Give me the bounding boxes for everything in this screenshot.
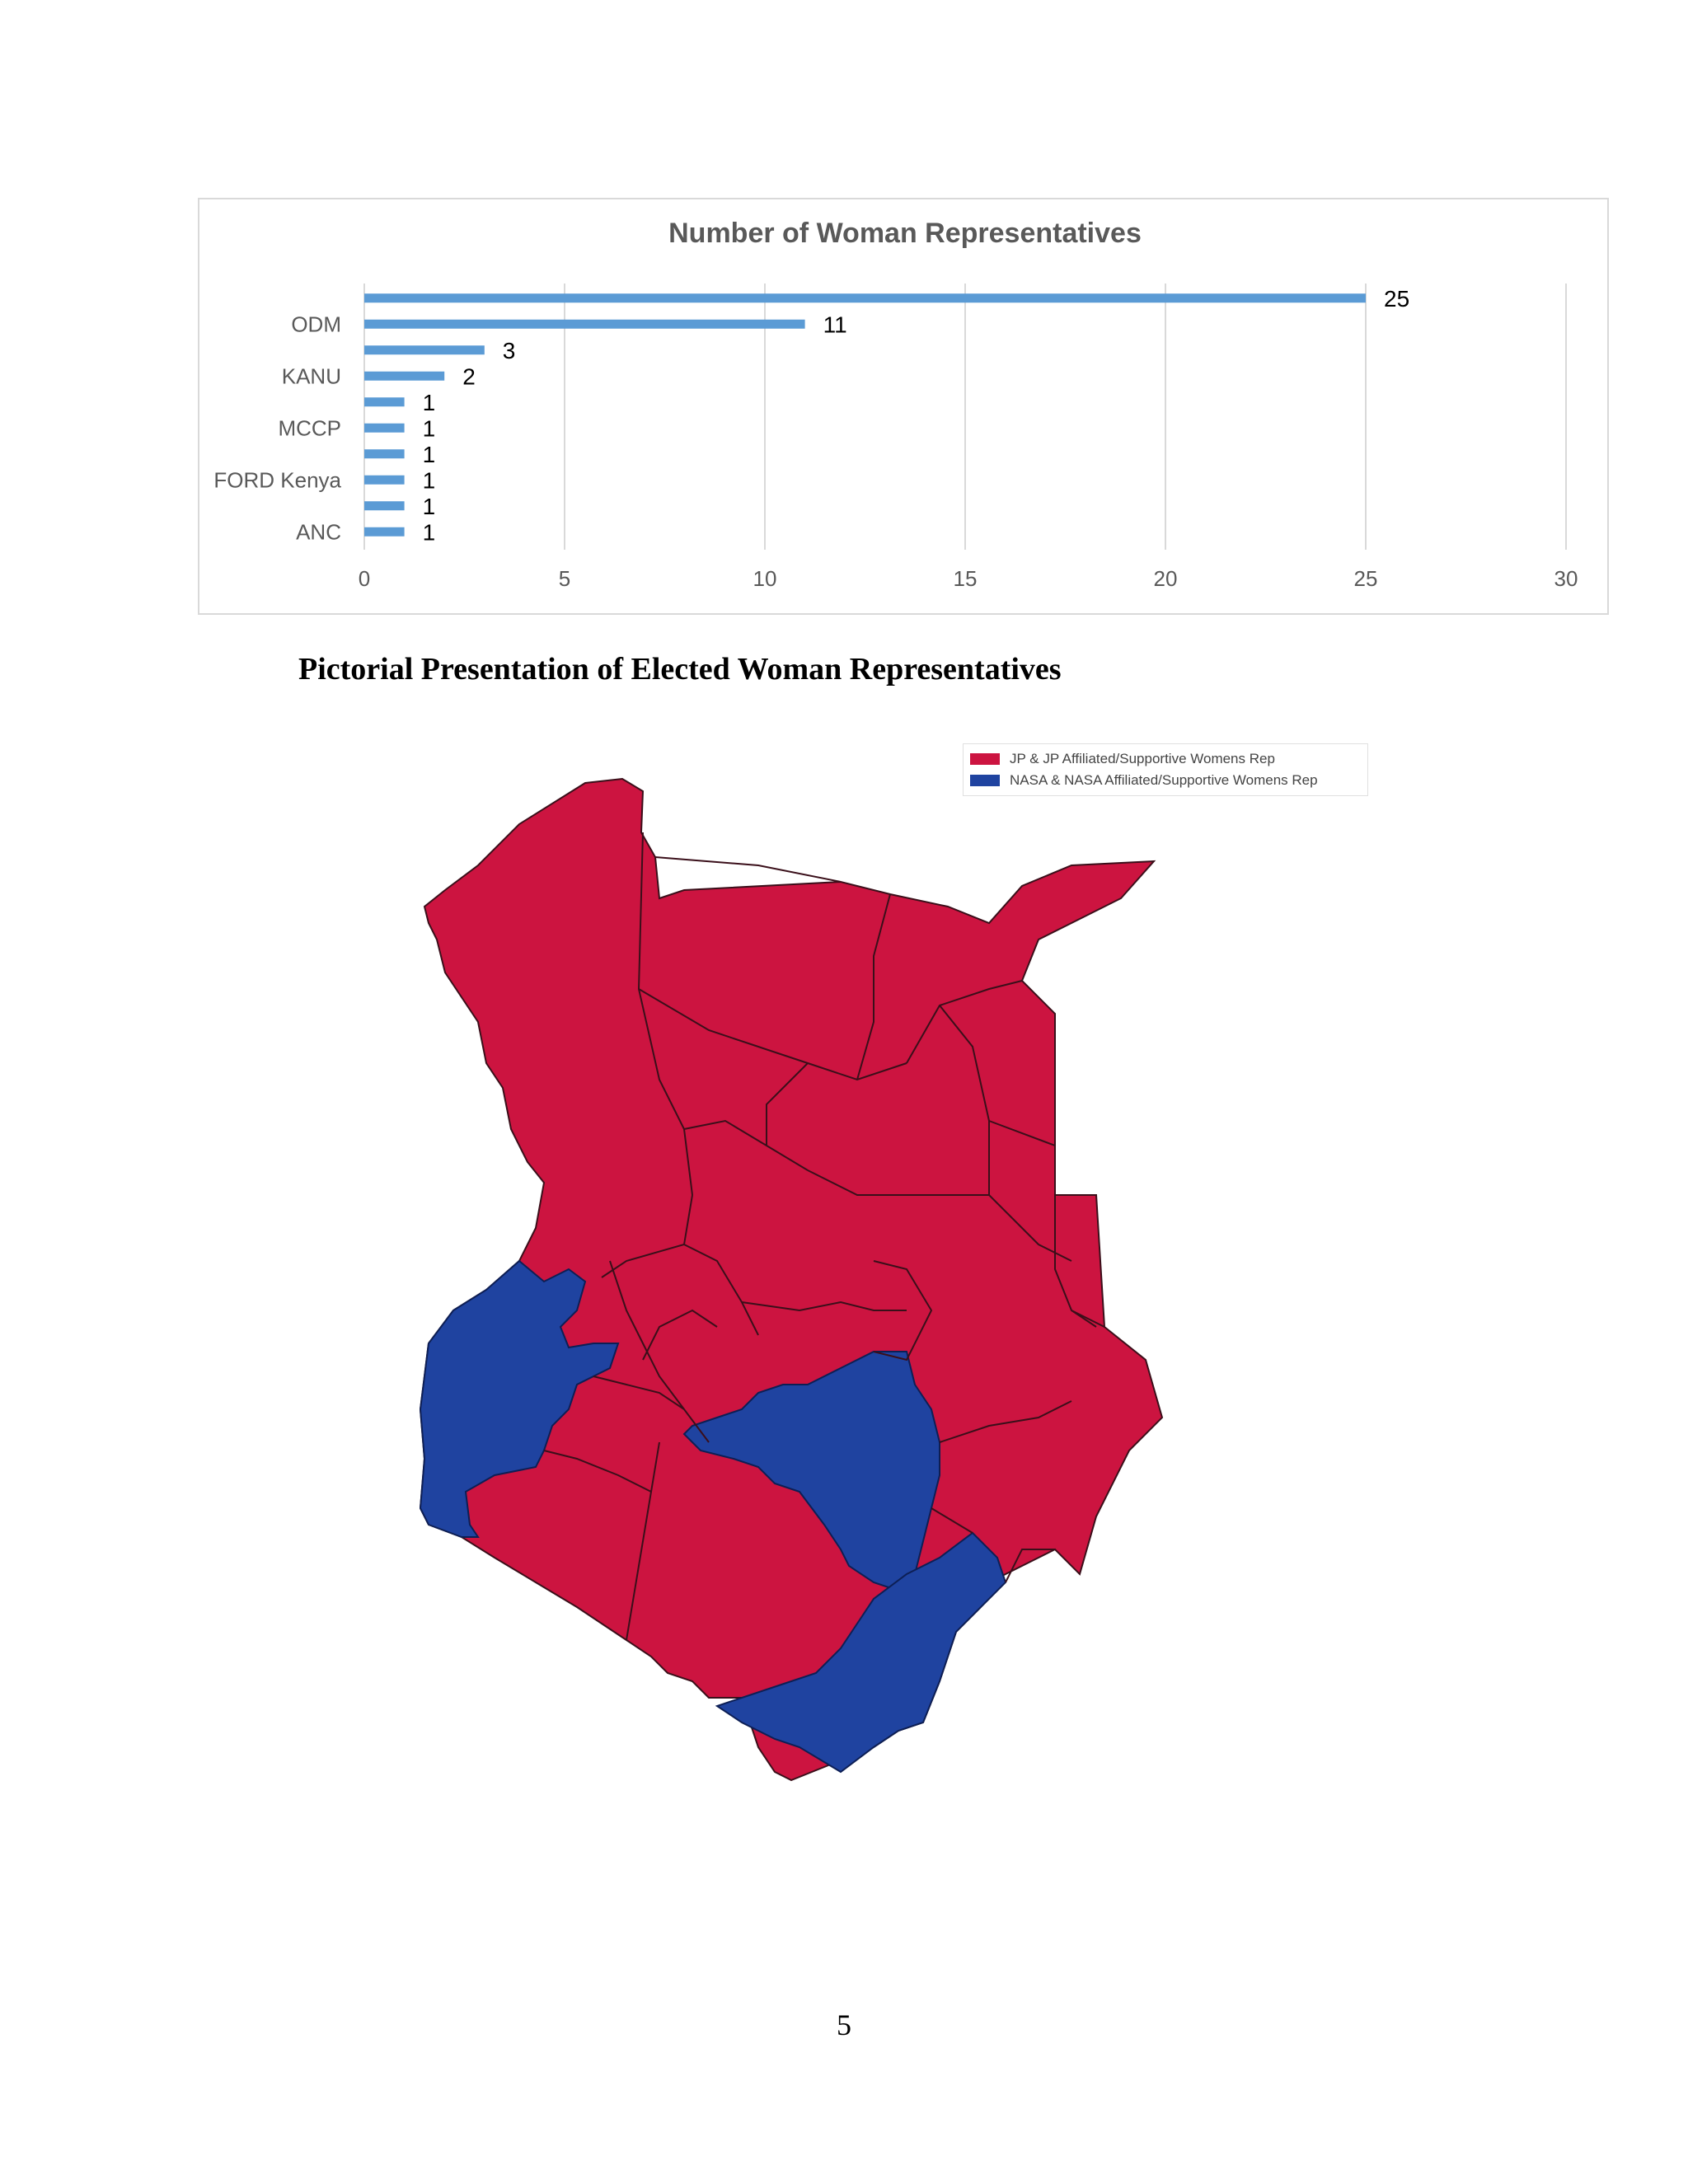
category-label: ODM xyxy=(291,312,341,336)
data-label: 2 xyxy=(462,363,476,389)
legend-item-nasa: NASA & NASA Affiliated/Supportive Womens… xyxy=(970,772,1318,789)
legend-swatch-nasa xyxy=(970,775,1000,786)
x-tick-label: 0 xyxy=(359,566,370,591)
category-label: FORD Kenya xyxy=(213,467,341,492)
x-tick-label: 20 xyxy=(1154,566,1178,591)
data-label: 1 xyxy=(423,442,436,467)
bar xyxy=(364,423,405,433)
legend-item-jp: JP & JP Affiliated/Supportive Womens Rep xyxy=(970,751,1275,767)
bar xyxy=(364,293,1366,303)
data-label: 1 xyxy=(423,415,436,441)
map-region-nasa-east xyxy=(682,1351,949,1608)
bar xyxy=(364,449,405,459)
kenya-map xyxy=(412,733,1368,1920)
x-tick-label: 15 xyxy=(954,566,978,591)
category-label: MCCP xyxy=(278,415,341,440)
map-region-nasa-west xyxy=(419,1259,620,1538)
page-number: 5 xyxy=(837,2008,851,2041)
bar-chart-svg: Number of Woman Representatives 0 5 10 15 20 2… xyxy=(213,218,1578,591)
data-label: 1 xyxy=(423,519,436,545)
map-region-jp xyxy=(419,777,1164,1782)
legend-swatch-jp xyxy=(970,753,1000,765)
chart-title: Number of Woman Representatives xyxy=(668,218,1142,249)
x-tick-label: 10 xyxy=(753,566,777,591)
x-tick-label: 25 xyxy=(1354,566,1378,591)
data-label: 11 xyxy=(823,312,847,337)
county-boundaries xyxy=(543,832,1105,1641)
data-label: 1 xyxy=(423,494,436,519)
bar-chart: Number of Woman Representatives 0 5 10 15 20 2… xyxy=(198,198,1609,615)
data-label: 1 xyxy=(423,390,436,415)
bar xyxy=(364,527,405,537)
map-legend: JP & JP Affiliated/Supportive Womens Rep… xyxy=(963,743,1368,796)
legend-label-nasa: NASA & NASA Affiliated/Supportive Womens… xyxy=(1010,772,1318,788)
bar xyxy=(364,397,405,407)
bar xyxy=(364,319,805,329)
data-label: 3 xyxy=(503,338,516,363)
bar xyxy=(364,371,445,381)
bar xyxy=(364,475,405,485)
kenya-map-svg xyxy=(419,777,1164,1782)
section-heading: Pictorial Presentation of Elected Woman … xyxy=(298,652,1062,687)
map-region-nasa-coast xyxy=(715,1531,1007,1774)
x-tick-label: 5 xyxy=(559,566,570,591)
data-label: 25 xyxy=(1384,286,1409,312)
legend-label-jp: JP & JP Affiliated/Supportive Womens Rep xyxy=(1010,751,1275,766)
category-label: KANU xyxy=(282,363,341,388)
bar xyxy=(364,501,405,511)
category-label: ANC xyxy=(296,519,341,544)
bar xyxy=(364,345,485,355)
data-label: 1 xyxy=(423,467,436,493)
x-tick-label: 30 xyxy=(1554,566,1578,591)
